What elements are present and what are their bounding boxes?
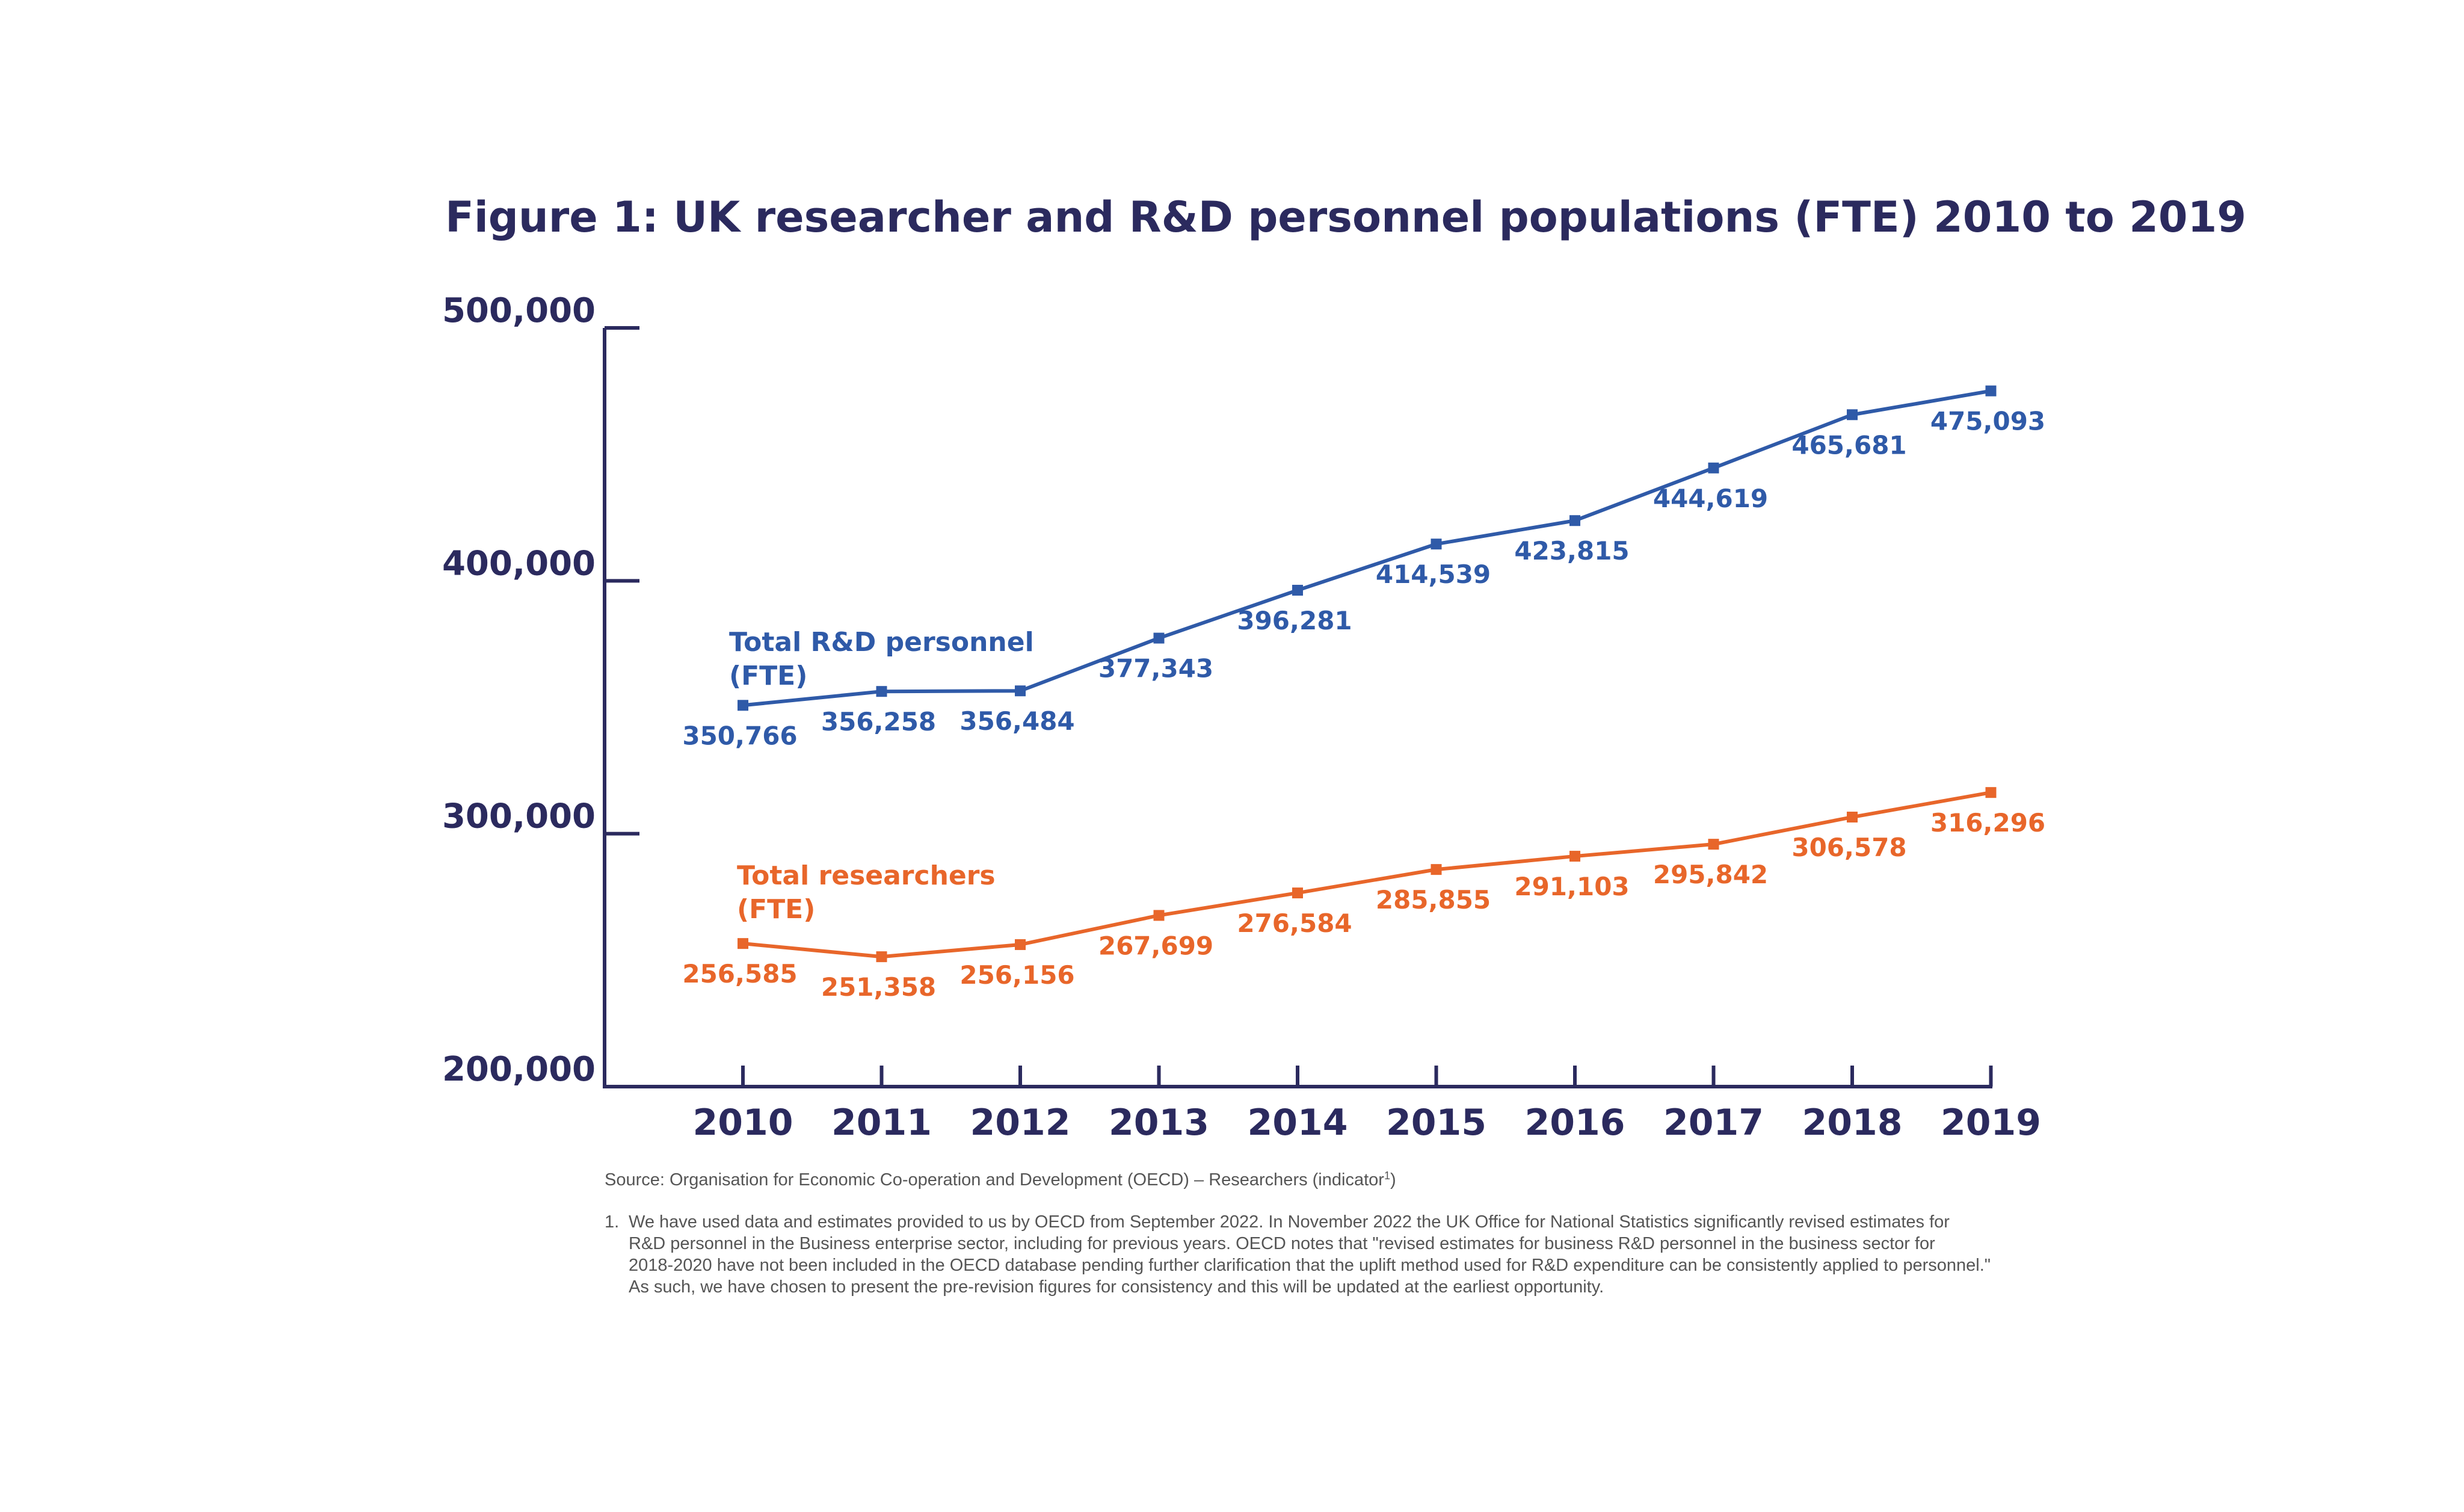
data-label: 423,815 (1514, 536, 1629, 566)
data-point (1847, 812, 1858, 823)
data-label: 316,296 (1930, 808, 2045, 838)
footnote-line: R&D personnel in the Business enterprise… (629, 1234, 1935, 1253)
data-point (738, 700, 748, 711)
y-tick-label: 200,000 (442, 1050, 596, 1089)
y-tick-label: 400,000 (442, 544, 596, 583)
series-layer: 350,766 356,258 356,484 377,343 396,281 414,5… (682, 385, 2045, 1002)
footnote-line: We have used data and estimates provided… (629, 1212, 1950, 1232)
x-tick-label: 2011 (831, 1102, 932, 1144)
x-tick-label: 2019 (1941, 1102, 2041, 1144)
data-point (1847, 409, 1858, 421)
series-total-rd-personnel: 350,766 356,258 356,484 377,343 396,281 414,5… (682, 385, 2045, 750)
data-point (876, 686, 887, 697)
x-tick-label: 2017 (1663, 1102, 1764, 1144)
data-label: 256,585 (682, 959, 797, 989)
x-tick-label: 2016 (1525, 1102, 1625, 1144)
series-label: (FTE) (737, 894, 815, 925)
data-label: 465,681 (1791, 430, 1906, 460)
series-line (742, 389, 1992, 708)
series-total-researchers: 256,585 251,358 256,156 267,699 276,584 285,8… (682, 787, 2045, 1002)
data-label: 267,699 (1098, 931, 1213, 960)
chart-title: Figure 1: UK researcher and R&D personne… (445, 193, 2246, 242)
data-label: 251,358 (821, 972, 936, 1002)
data-point (1015, 685, 1026, 697)
data-label: 285,855 (1376, 885, 1491, 915)
x-tick-label: 2015 (1386, 1102, 1486, 1144)
series-label: Total researchers (737, 860, 996, 891)
series-label: Total R&D personnel (729, 627, 1034, 658)
axes: 200,000 300,000 400,000 500,000 2010 2011 2012… (442, 291, 2041, 1144)
data-point (876, 951, 887, 963)
data-label: 350,766 (682, 721, 797, 750)
data-label: 276,584 (1237, 909, 1352, 938)
x-tick-label: 2010 (693, 1102, 793, 1144)
data-label: 414,539 (1376, 560, 1491, 589)
data-point (1015, 939, 1026, 950)
x-tick-label: 2018 (1802, 1102, 1903, 1144)
data-label: 291,103 (1514, 872, 1629, 901)
data-label: 356,484 (959, 706, 1074, 736)
footnote-line: As such, we have chosen to present the p… (629, 1277, 1604, 1297)
data-point (1153, 910, 1165, 921)
y-tick-label: 300,000 (442, 797, 596, 836)
source-note: Source: Organisation for Economic Co-ope… (605, 1170, 1396, 1190)
x-tick-label: 2013 (1109, 1102, 1209, 1144)
data-point (1292, 887, 1303, 899)
data-label: 396,281 (1237, 606, 1352, 635)
data-label: 475,093 (1930, 407, 2045, 436)
data-label: 295,842 (1653, 860, 1768, 889)
footnote-line: 2018-2020 have not been included in the … (629, 1256, 1991, 1275)
data-point (1569, 851, 1580, 862)
data-point (1569, 515, 1580, 526)
data-point (1431, 538, 1442, 550)
data-label: 356,258 (821, 707, 936, 736)
source-text: Source: Organisation for Economic Co-ope… (605, 1170, 1384, 1190)
data-label: 256,156 (959, 960, 1074, 990)
series-line (742, 791, 1992, 959)
x-tick-label: 2012 (970, 1102, 1071, 1144)
data-point (1708, 462, 1719, 474)
data-point (1985, 385, 1997, 397)
footnote-marker: 1. (605, 1212, 619, 1232)
x-tick-label: 2014 (1248, 1102, 1348, 1144)
source-superscript: 1 (1384, 1170, 1390, 1182)
data-point (1153, 632, 1165, 644)
source-close: ) (1390, 1170, 1396, 1190)
data-label: 444,619 (1653, 484, 1768, 513)
data-point (1985, 787, 1997, 798)
y-tick-label: 500,000 (442, 291, 596, 330)
data-point (1431, 864, 1442, 875)
data-point (738, 938, 748, 949)
series-label: (FTE) (729, 661, 807, 691)
data-point (1292, 584, 1303, 596)
data-point (1708, 839, 1719, 850)
data-label: 306,578 (1791, 833, 1906, 862)
data-label: 377,343 (1098, 654, 1213, 683)
